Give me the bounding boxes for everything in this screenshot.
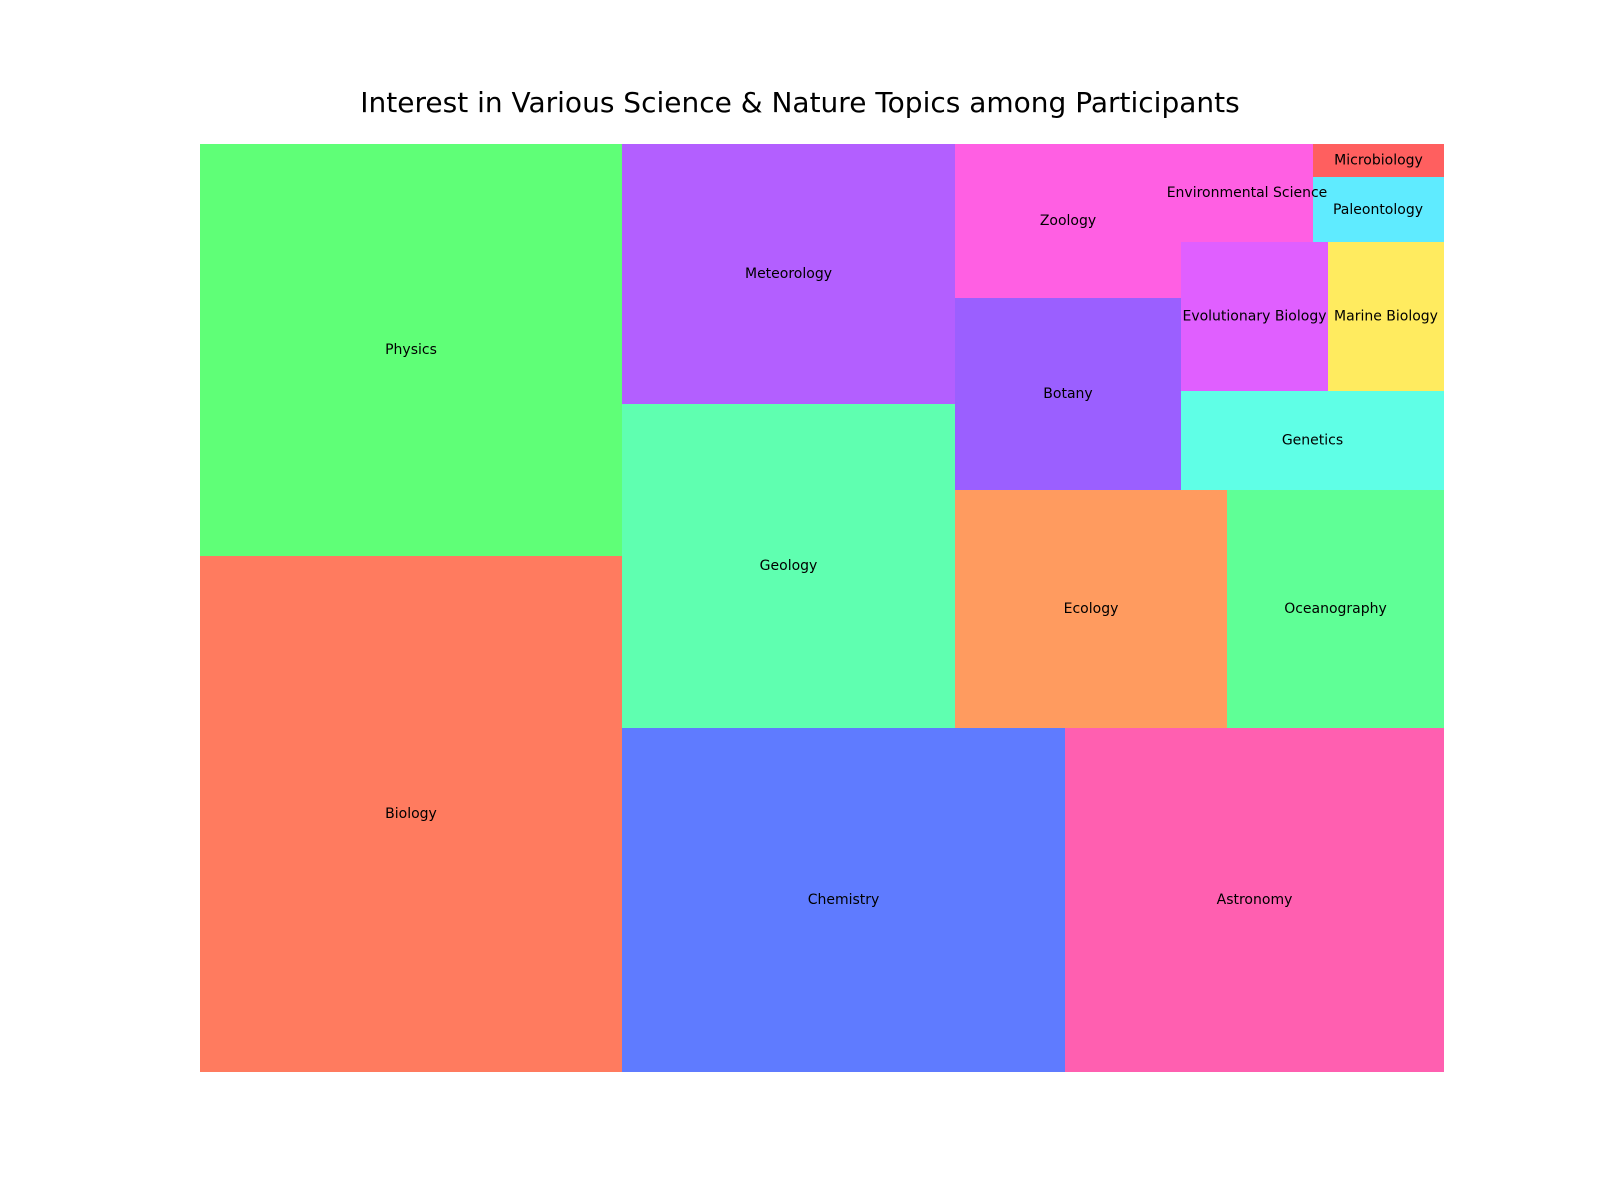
treemap-tile-genetics bbox=[1181, 391, 1444, 490]
treemap-label-meteorology: Meteorology bbox=[745, 266, 832, 282]
treemap-tile-botany bbox=[955, 298, 1181, 490]
treemap-label-astronomy: Astronomy bbox=[1217, 892, 1293, 908]
treemap-tile-environmental-science bbox=[1181, 144, 1313, 242]
chart-title: Interest in Various Science & Nature Top… bbox=[360, 86, 1240, 119]
treemap-label-biology: Biology bbox=[385, 806, 437, 822]
treemap-tile-biology bbox=[200, 556, 622, 1072]
treemap-label-geology: Geology bbox=[760, 558, 818, 574]
treemap-label-oceanography: Oceanography bbox=[1284, 601, 1387, 617]
treemap-label-botany: Botany bbox=[1043, 386, 1092, 402]
treemap-tile-paleontology bbox=[1313, 177, 1444, 242]
treemap-tile-zoology bbox=[955, 144, 1181, 298]
treemap-label-chemistry: Chemistry bbox=[808, 892, 880, 908]
treemap-label-microbiology: Microbiology bbox=[1334, 153, 1423, 169]
treemap-tile-marine-biology bbox=[1328, 242, 1444, 391]
treemap-label-marine-biology: Marine Biology bbox=[1334, 309, 1438, 325]
treemap-tile-ecology bbox=[955, 490, 1227, 728]
treemap-tile-meteorology bbox=[622, 144, 955, 404]
treemap-tile-chemistry bbox=[622, 728, 1065, 1072]
treemap-label-zoology: Zoology bbox=[1040, 213, 1096, 229]
treemap-label-evolutionary-biology: Evolutionary Biology bbox=[1182, 309, 1326, 325]
treemap-tile-oceanography bbox=[1227, 490, 1444, 728]
treemap-tile-physics bbox=[200, 144, 622, 556]
treemap-label-genetics: Genetics bbox=[1282, 433, 1343, 449]
treemap-label-paleontology: Paleontology bbox=[1333, 202, 1423, 218]
treemap-label-environmental-science: Environmental Science bbox=[1167, 185, 1328, 201]
treemap-tile-evolutionary-biology bbox=[1181, 242, 1328, 391]
treemap-tile-astronomy bbox=[1065, 728, 1444, 1072]
treemap-tile-microbiology bbox=[1313, 144, 1444, 177]
treemap-tile-geology bbox=[622, 404, 955, 728]
treemap-label-ecology: Ecology bbox=[1064, 601, 1119, 617]
treemap-label-physics: Physics bbox=[385, 342, 437, 358]
